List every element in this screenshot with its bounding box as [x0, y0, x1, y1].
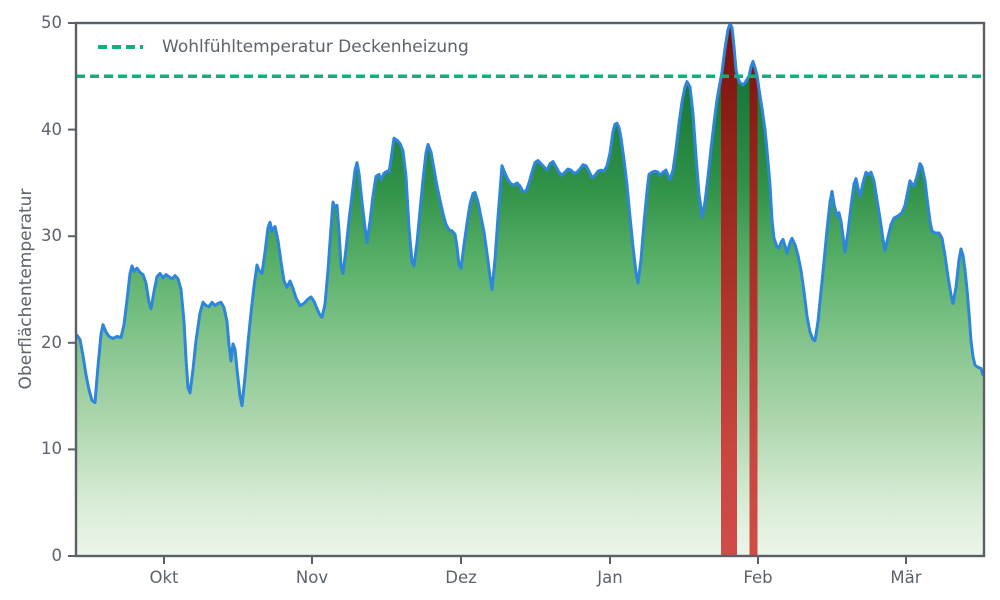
x-tick-label: Feb — [743, 568, 773, 587]
y-tick-label: 40 — [41, 119, 62, 139]
legend-label: Wohlfühltemperatur Deckenheizung — [162, 37, 469, 57]
y-tick-label: 30 — [41, 226, 62, 246]
y-tick-label: 0 — [51, 546, 63, 565]
y-tick-label: 10 — [41, 439, 62, 459]
x-tick-label: Nov — [295, 568, 329, 587]
legend: Wohlfühltemperatur Deckenheizung — [98, 37, 469, 57]
exceedance-area — [721, 24, 758, 556]
temperature-line — [75, 22, 985, 408]
x-tick-label: Mär — [890, 568, 922, 587]
threshold-dashed-line-icon — [98, 45, 143, 49]
y-tick-label: 20 — [41, 332, 62, 352]
y-axis-title: Oberflächentemperatur — [16, 188, 36, 390]
x-tick-label: Dez — [445, 568, 477, 587]
plot-frame — [74, 21, 986, 558]
x-tick-label: Jan — [597, 568, 623, 587]
y-tick-label: 50 — [41, 13, 62, 32]
temperature-area — [77, 24, 983, 557]
x-tick-label: Okt — [149, 568, 179, 587]
